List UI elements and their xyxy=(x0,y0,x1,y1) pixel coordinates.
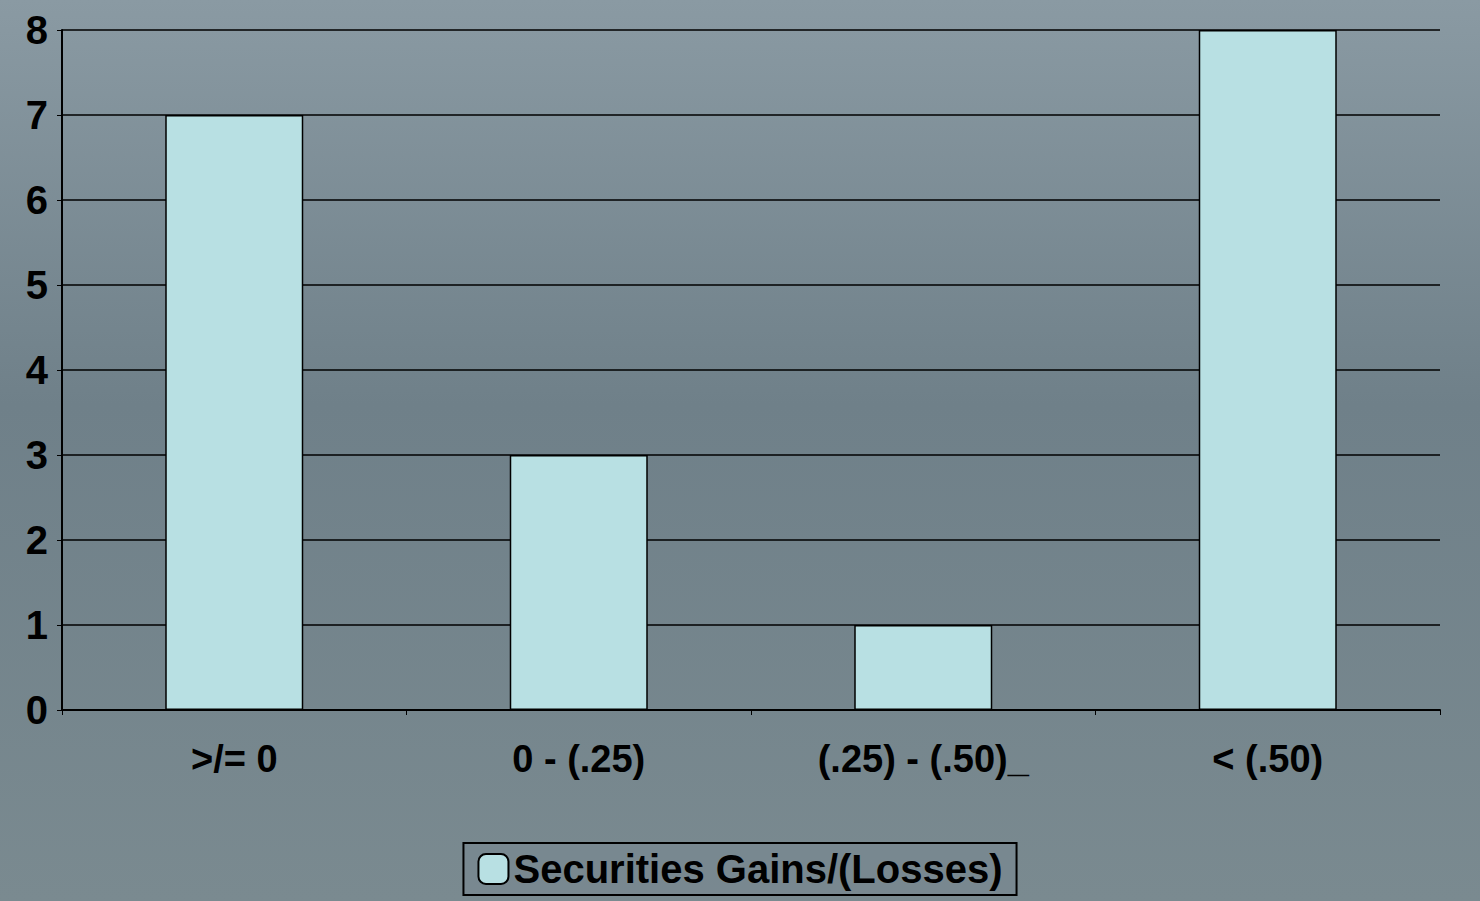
svg-text:Securities Gains/(Losses): Securities Gains/(Losses) xyxy=(513,847,1002,891)
svg-text:< (.50): < (.50) xyxy=(1212,738,1323,780)
svg-text:>/= 0: >/= 0 xyxy=(191,738,278,780)
svg-text:4: 4 xyxy=(26,348,49,392)
svg-text:0 - (.25): 0 - (.25) xyxy=(512,738,645,780)
svg-text:3: 3 xyxy=(26,433,48,477)
svg-text:2: 2 xyxy=(26,518,48,562)
svg-text:0: 0 xyxy=(26,688,48,732)
svg-text:1: 1 xyxy=(26,603,48,647)
svg-text:(.25) - (.50)_: (.25) - (.50)_ xyxy=(818,738,1030,780)
svg-text:7: 7 xyxy=(26,93,48,137)
svg-text:8: 8 xyxy=(26,8,48,52)
svg-text:6: 6 xyxy=(26,178,48,222)
svg-text:5: 5 xyxy=(26,263,48,307)
